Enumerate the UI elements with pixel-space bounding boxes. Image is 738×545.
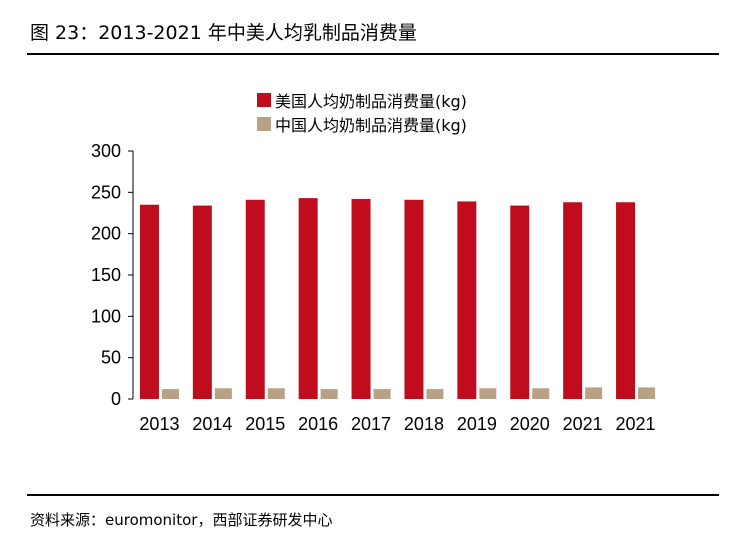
y-tick-label: 150 xyxy=(91,265,121,285)
bar-us xyxy=(245,199,265,399)
y-tick-label: 0 xyxy=(111,389,121,409)
bar-china xyxy=(426,389,444,399)
bar-us xyxy=(404,199,424,399)
y-tick-label: 250 xyxy=(91,182,121,202)
x-tick-label: 2021 xyxy=(563,414,603,434)
y-tick-label: 300 xyxy=(91,141,121,161)
bar-china xyxy=(373,389,391,399)
bar-china xyxy=(532,388,550,399)
legend-swatch-us xyxy=(257,93,271,107)
bar-china xyxy=(214,388,232,399)
x-tick-label: 2016 xyxy=(298,414,338,434)
bar-us xyxy=(139,204,159,399)
bar-china xyxy=(267,388,285,399)
bar-china xyxy=(161,389,179,399)
x-tick-label: 2014 xyxy=(192,414,232,434)
bar-china xyxy=(479,388,497,399)
y-tick-label: 100 xyxy=(91,306,121,326)
x-tick-label: 2017 xyxy=(351,414,391,434)
legend-swatch-china xyxy=(257,117,271,131)
figure-title: 图 23：2013-2021 年中美人均乳制品消费量 xyxy=(30,22,417,44)
source-note: 资料来源：euromonitor，西部证券研发中心 xyxy=(30,511,333,529)
y-tick-label: 200 xyxy=(91,224,121,244)
bar-us xyxy=(510,205,530,399)
legend-label-china: 中国人均奶制品消费量(kg) xyxy=(275,116,467,135)
x-tick-label: 2018 xyxy=(404,414,444,434)
legend-label-us: 美国人均奶制品消费量(kg) xyxy=(275,92,467,111)
bar-us xyxy=(192,205,212,399)
bar-us xyxy=(563,202,583,399)
bar-us xyxy=(351,198,371,399)
x-tick-label: 2013 xyxy=(139,414,179,434)
x-tick-label: 2019 xyxy=(457,414,497,434)
title-divider xyxy=(27,53,719,55)
y-tick-label: 50 xyxy=(101,348,121,368)
x-tick-label: 2015 xyxy=(245,414,285,434)
chart-legend: 美国人均奶制品消费量(kg) 中国人均奶制品消费量(kg) xyxy=(257,88,467,136)
legend-item-us: 美国人均奶制品消费量(kg) xyxy=(257,88,467,112)
bar-china xyxy=(638,387,656,399)
bar-china xyxy=(320,389,338,399)
legend-item-china: 中国人均奶制品消费量(kg) xyxy=(257,112,467,136)
bar-us xyxy=(457,201,477,399)
bar-us xyxy=(616,202,636,399)
source-divider xyxy=(27,494,719,496)
x-tick-label: 2021 xyxy=(616,414,656,434)
bar-china xyxy=(585,387,603,399)
x-tick-label: 2020 xyxy=(510,414,550,434)
bar-us xyxy=(298,198,318,399)
